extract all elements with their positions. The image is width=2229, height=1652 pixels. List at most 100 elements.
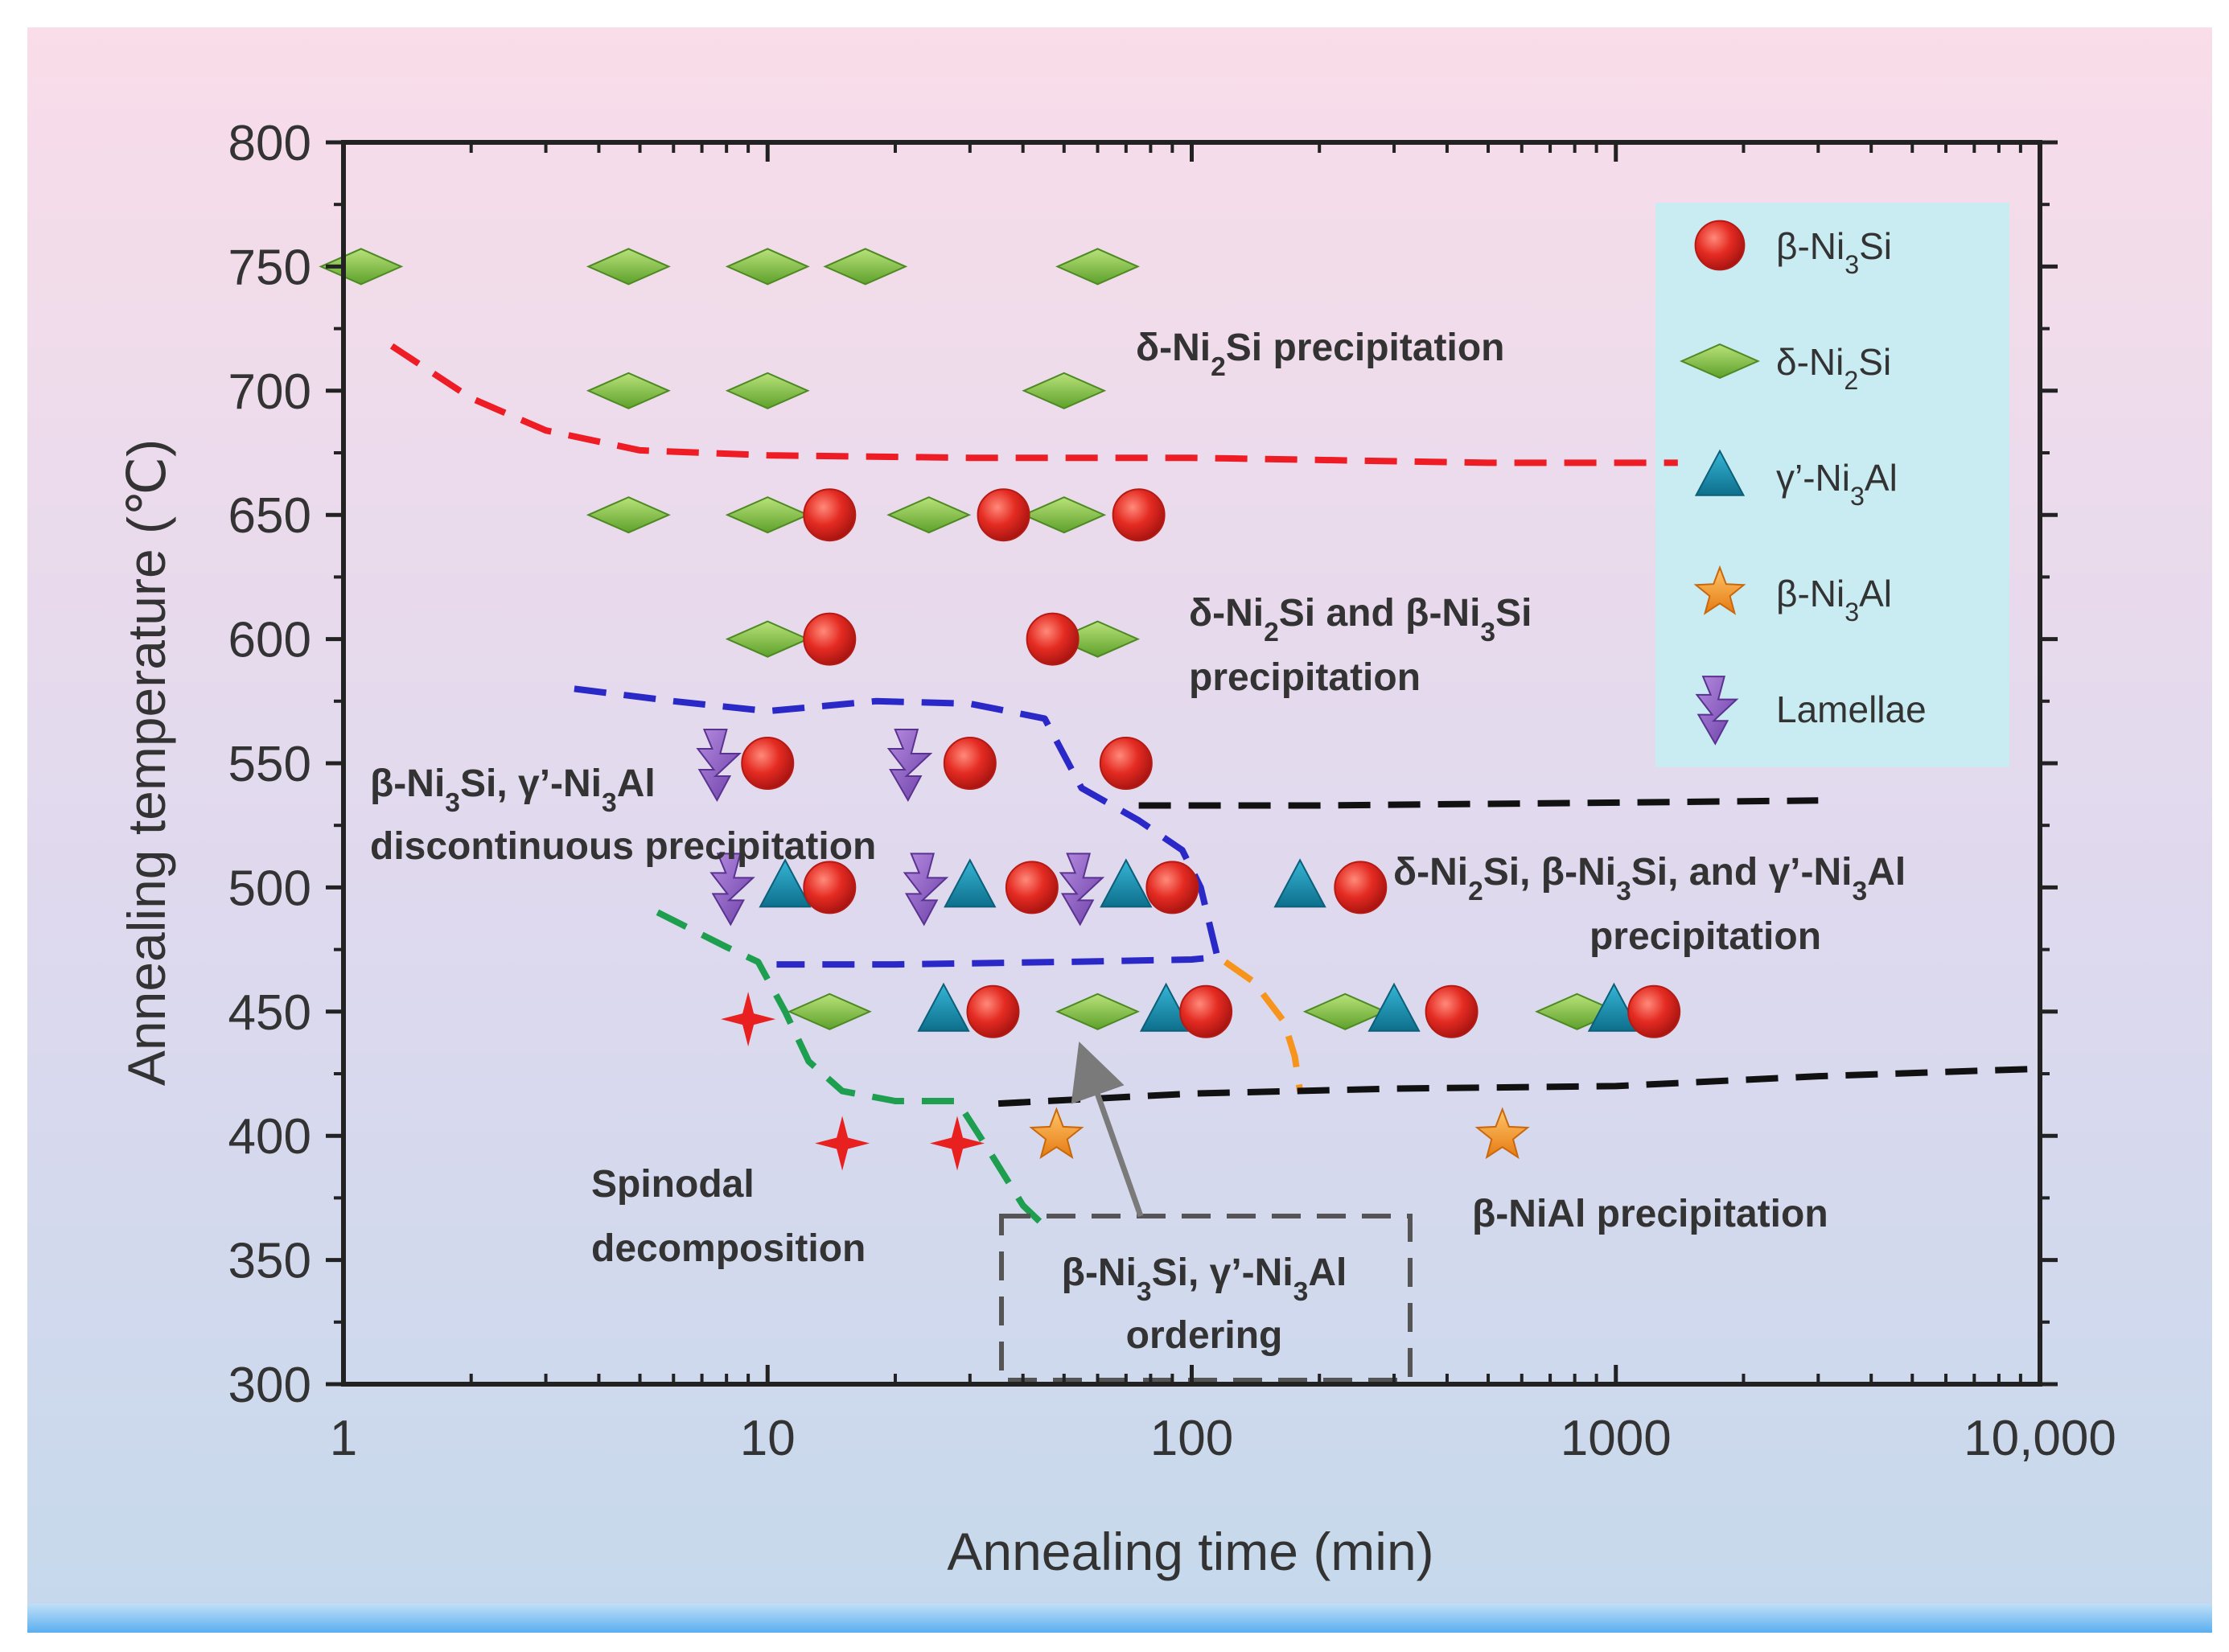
subscript: 3 — [1480, 618, 1495, 647]
y-tick-label: 700 — [228, 364, 311, 420]
gamma-ni3al-marker — [1273, 858, 1326, 908]
beta-ni3si-marker — [966, 984, 1020, 1038]
y-tick-label: 300 — [228, 1358, 311, 1413]
lamellae-marker — [1695, 676, 1739, 746]
beta-ni3si-marker — [1005, 861, 1059, 914]
y-tick-label: 650 — [228, 488, 311, 544]
beta-ni3al-star-marker — [1029, 1107, 1084, 1160]
delta-ni2si-marker — [586, 248, 671, 286]
beta-ni3si-marker — [977, 488, 1030, 542]
subscript: 2 — [1264, 618, 1279, 647]
x-tick-label: 1000 — [1561, 1411, 1672, 1466]
subscript: 3 — [1616, 877, 1631, 906]
phase-boundaries — [389, 343, 2041, 1233]
y-tick-label: 350 — [228, 1234, 311, 1289]
y-tick-label: 500 — [228, 861, 311, 916]
subscript: 3 — [445, 788, 460, 818]
axes: 1 10 100 1000 10,000 800 750 700 650 600 550 500 450… — [228, 116, 2116, 1466]
subscript: 3 — [1850, 482, 1865, 511]
y-tick-label: 600 — [228, 613, 311, 668]
delta-beta-region-label: precipitation — [1189, 656, 1421, 699]
spinodal-region-label: Spinodal — [591, 1163, 755, 1206]
x-tick-label: 10 — [740, 1411, 796, 1466]
delta-ni2si-marker — [725, 248, 810, 286]
y-tick-label: 750 — [228, 240, 311, 295]
gamma-ni3al-marker — [1367, 982, 1421, 1032]
delta-ni2si-marker — [1055, 992, 1141, 1030]
spinodal-cross-marker — [815, 1116, 870, 1171]
subscript: 3 — [1137, 1277, 1152, 1307]
subscript: 3 — [1844, 598, 1859, 627]
beta-ni3si-marker — [1425, 984, 1478, 1038]
y-tick-label: 550 — [228, 737, 311, 792]
lamellae-marker — [886, 729, 933, 803]
y-tick-label: 400 — [228, 1109, 311, 1165]
beta-ni3si-marker — [741, 737, 795, 790]
delta-ni2si-marker — [1022, 496, 1107, 534]
spinodal-cross-marker — [721, 992, 776, 1047]
ordering-region-label: ordering — [1126, 1314, 1283, 1357]
beta-ni3si-marker — [1694, 220, 1746, 271]
delta-ni2si-marker — [823, 248, 908, 286]
x-tick-label: 1 — [330, 1411, 357, 1466]
blue-dashed-boundary — [574, 685, 1221, 968]
legend-label: Lamellae — [1776, 688, 1927, 730]
beta-ni3si-marker — [803, 612, 857, 666]
x-axis-title: Annealing time (min) — [947, 1522, 1433, 1581]
discontinuous-region-label: discontinuous precipitation — [370, 825, 876, 868]
beta-ni3si-marker — [803, 488, 857, 542]
subscript: 2 — [1468, 877, 1483, 906]
subscript: 3 — [1844, 250, 1859, 279]
beta-ni3si-marker — [1026, 612, 1080, 666]
legend-entry: Lamellae — [1695, 676, 1927, 746]
gamma-ni3al-marker — [759, 858, 812, 908]
delta-ni2si-marker — [886, 496, 972, 534]
y-tick-label: 450 — [228, 985, 311, 1041]
y-tick-label: 800 — [228, 116, 311, 171]
lamellae-marker — [903, 853, 949, 927]
beta-ni3si-marker — [1145, 861, 1199, 914]
nial-region-label: β-NiAl precipitation — [1472, 1193, 1828, 1235]
beta-ni3al-star-marker — [1693, 565, 1746, 615]
x-tick-label: 100 — [1150, 1411, 1233, 1466]
subscript: 3 — [1293, 1277, 1309, 1307]
delta-ni2si-marker — [1022, 372, 1107, 409]
data-markers — [319, 248, 1681, 1171]
beta-ni3al-star-marker — [1474, 1107, 1530, 1160]
delta-ni2si-marker — [725, 372, 810, 409]
beta-ni3si-marker — [803, 861, 857, 914]
ordering-box — [999, 1214, 1413, 1383]
gamma-ni3al-marker — [917, 982, 970, 1032]
black-dashed-lower-boundary — [997, 1065, 2041, 1107]
beta-ni3si-marker — [1179, 984, 1233, 1038]
lamellae-marker — [709, 853, 755, 927]
gamma-ni3al-marker — [1694, 449, 1746, 496]
x-tick-label: 10,000 — [1964, 1411, 2116, 1466]
orange-dashed-boundary — [1223, 959, 1304, 1092]
gamma-ni3al-marker — [1139, 982, 1193, 1032]
beta-ni3si-marker — [1334, 861, 1388, 914]
subscript: 3 — [1853, 877, 1868, 906]
delta-ni2si-marker — [586, 496, 671, 534]
bottom-gradient-strip — [27, 1604, 2212, 1633]
red-dashed-boundary — [389, 343, 1678, 466]
subscript: 2 — [1211, 352, 1226, 382]
green-dashed-boundary — [656, 909, 1051, 1233]
ordering-arrow — [1071, 1041, 1144, 1218]
spinodal-region-label: decomposition — [591, 1227, 866, 1270]
gamma-ni3al-marker — [944, 858, 997, 908]
beta-ni3si-marker — [1099, 737, 1153, 790]
subscript: 3 — [602, 788, 617, 818]
lamellae-marker — [1059, 853, 1105, 927]
beta-ni3si-marker — [1627, 984, 1681, 1038]
beta-ni3si-marker — [943, 737, 997, 790]
delta-ni2si-marker — [787, 992, 872, 1030]
gamma-ni3al-marker — [1587, 982, 1641, 1032]
triple-region-label: precipitation — [1589, 915, 1821, 958]
delta-ni2si-marker — [1680, 343, 1760, 379]
delta-ni2si-marker — [1055, 248, 1141, 286]
subscript: 2 — [1844, 366, 1858, 395]
beta-ni3si-marker — [1112, 488, 1166, 542]
gamma-ni3al-marker — [1100, 858, 1153, 908]
